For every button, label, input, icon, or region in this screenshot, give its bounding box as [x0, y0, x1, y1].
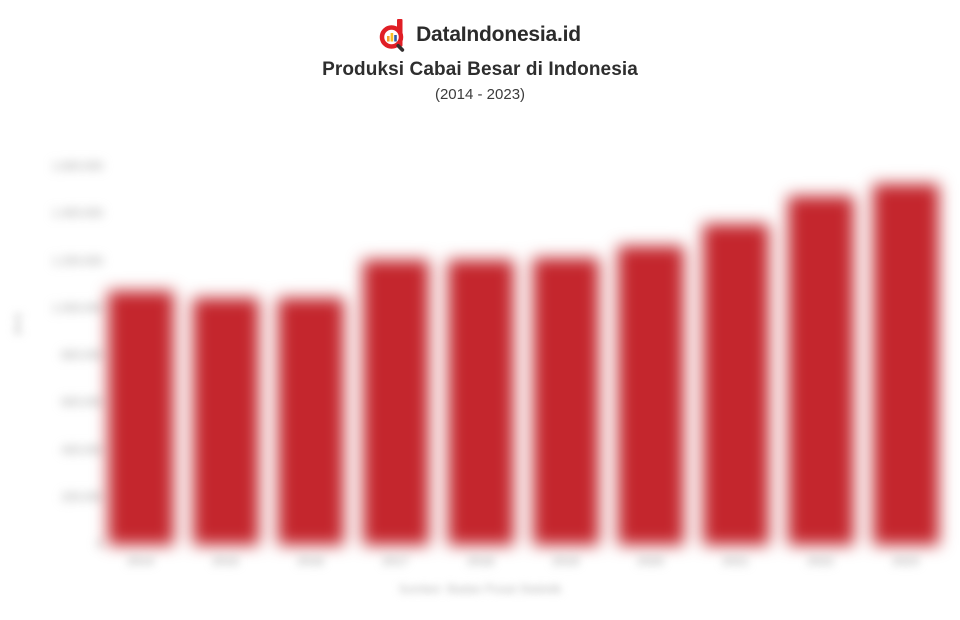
bar-2023 [872, 183, 939, 545]
y-tick-label: 1.400.000 [51, 208, 103, 221]
dataindonesia-logo-icon [379, 18, 407, 52]
y-tick-label: 200.000 [61, 491, 103, 504]
x-tick-label-2020: 2020 [637, 554, 664, 568]
x-tick-label-2019: 2019 [552, 554, 579, 568]
y-tick-label: 400.000 [61, 444, 103, 457]
y-tick-label: 1.600.000 [51, 161, 103, 173]
x-tick-label-2023: 2023 [892, 554, 919, 568]
y-tick-label: 0 [96, 539, 103, 551]
x-tick-label-2022: 2022 [807, 554, 834, 568]
bar-2022 [787, 196, 854, 545]
x-tick-label-2015: 2015 [212, 554, 239, 568]
brand-header: DataIndonesia.id [0, 16, 960, 54]
bar-2014 [107, 291, 174, 545]
y-tick-label: 800.000 [61, 350, 103, 362]
bar-2015 [192, 298, 259, 545]
bar-2019 [532, 258, 599, 545]
bar-2016 [277, 297, 344, 545]
x-tick-label-2021: 2021 [722, 554, 749, 568]
bar-2018 [447, 259, 514, 545]
brand-name: DataIndonesia.id [416, 23, 581, 46]
x-tick-label-2018: 2018 [467, 554, 494, 568]
source-line: Sumber: Badan Pusat Statistik [398, 582, 562, 596]
y-tick-label: 600.000 [61, 397, 103, 410]
y-tick-label: 1.000.000 [51, 302, 103, 315]
bar-2020 [617, 246, 684, 545]
x-tick-label-2014: 2014 [127, 554, 154, 568]
chart-subtitle: (2014 - 2023) [434, 86, 526, 103]
x-tick-label-2017: 2017 [382, 554, 409, 568]
x-tick-label-2016: 2016 [297, 554, 324, 568]
bar-2021 [702, 223, 769, 545]
y-tick-label: 1.200.000 [51, 255, 103, 268]
chart-title: Produksi Cabai Besar di Indonesia [322, 59, 638, 80]
bar-2017 [362, 260, 429, 545]
